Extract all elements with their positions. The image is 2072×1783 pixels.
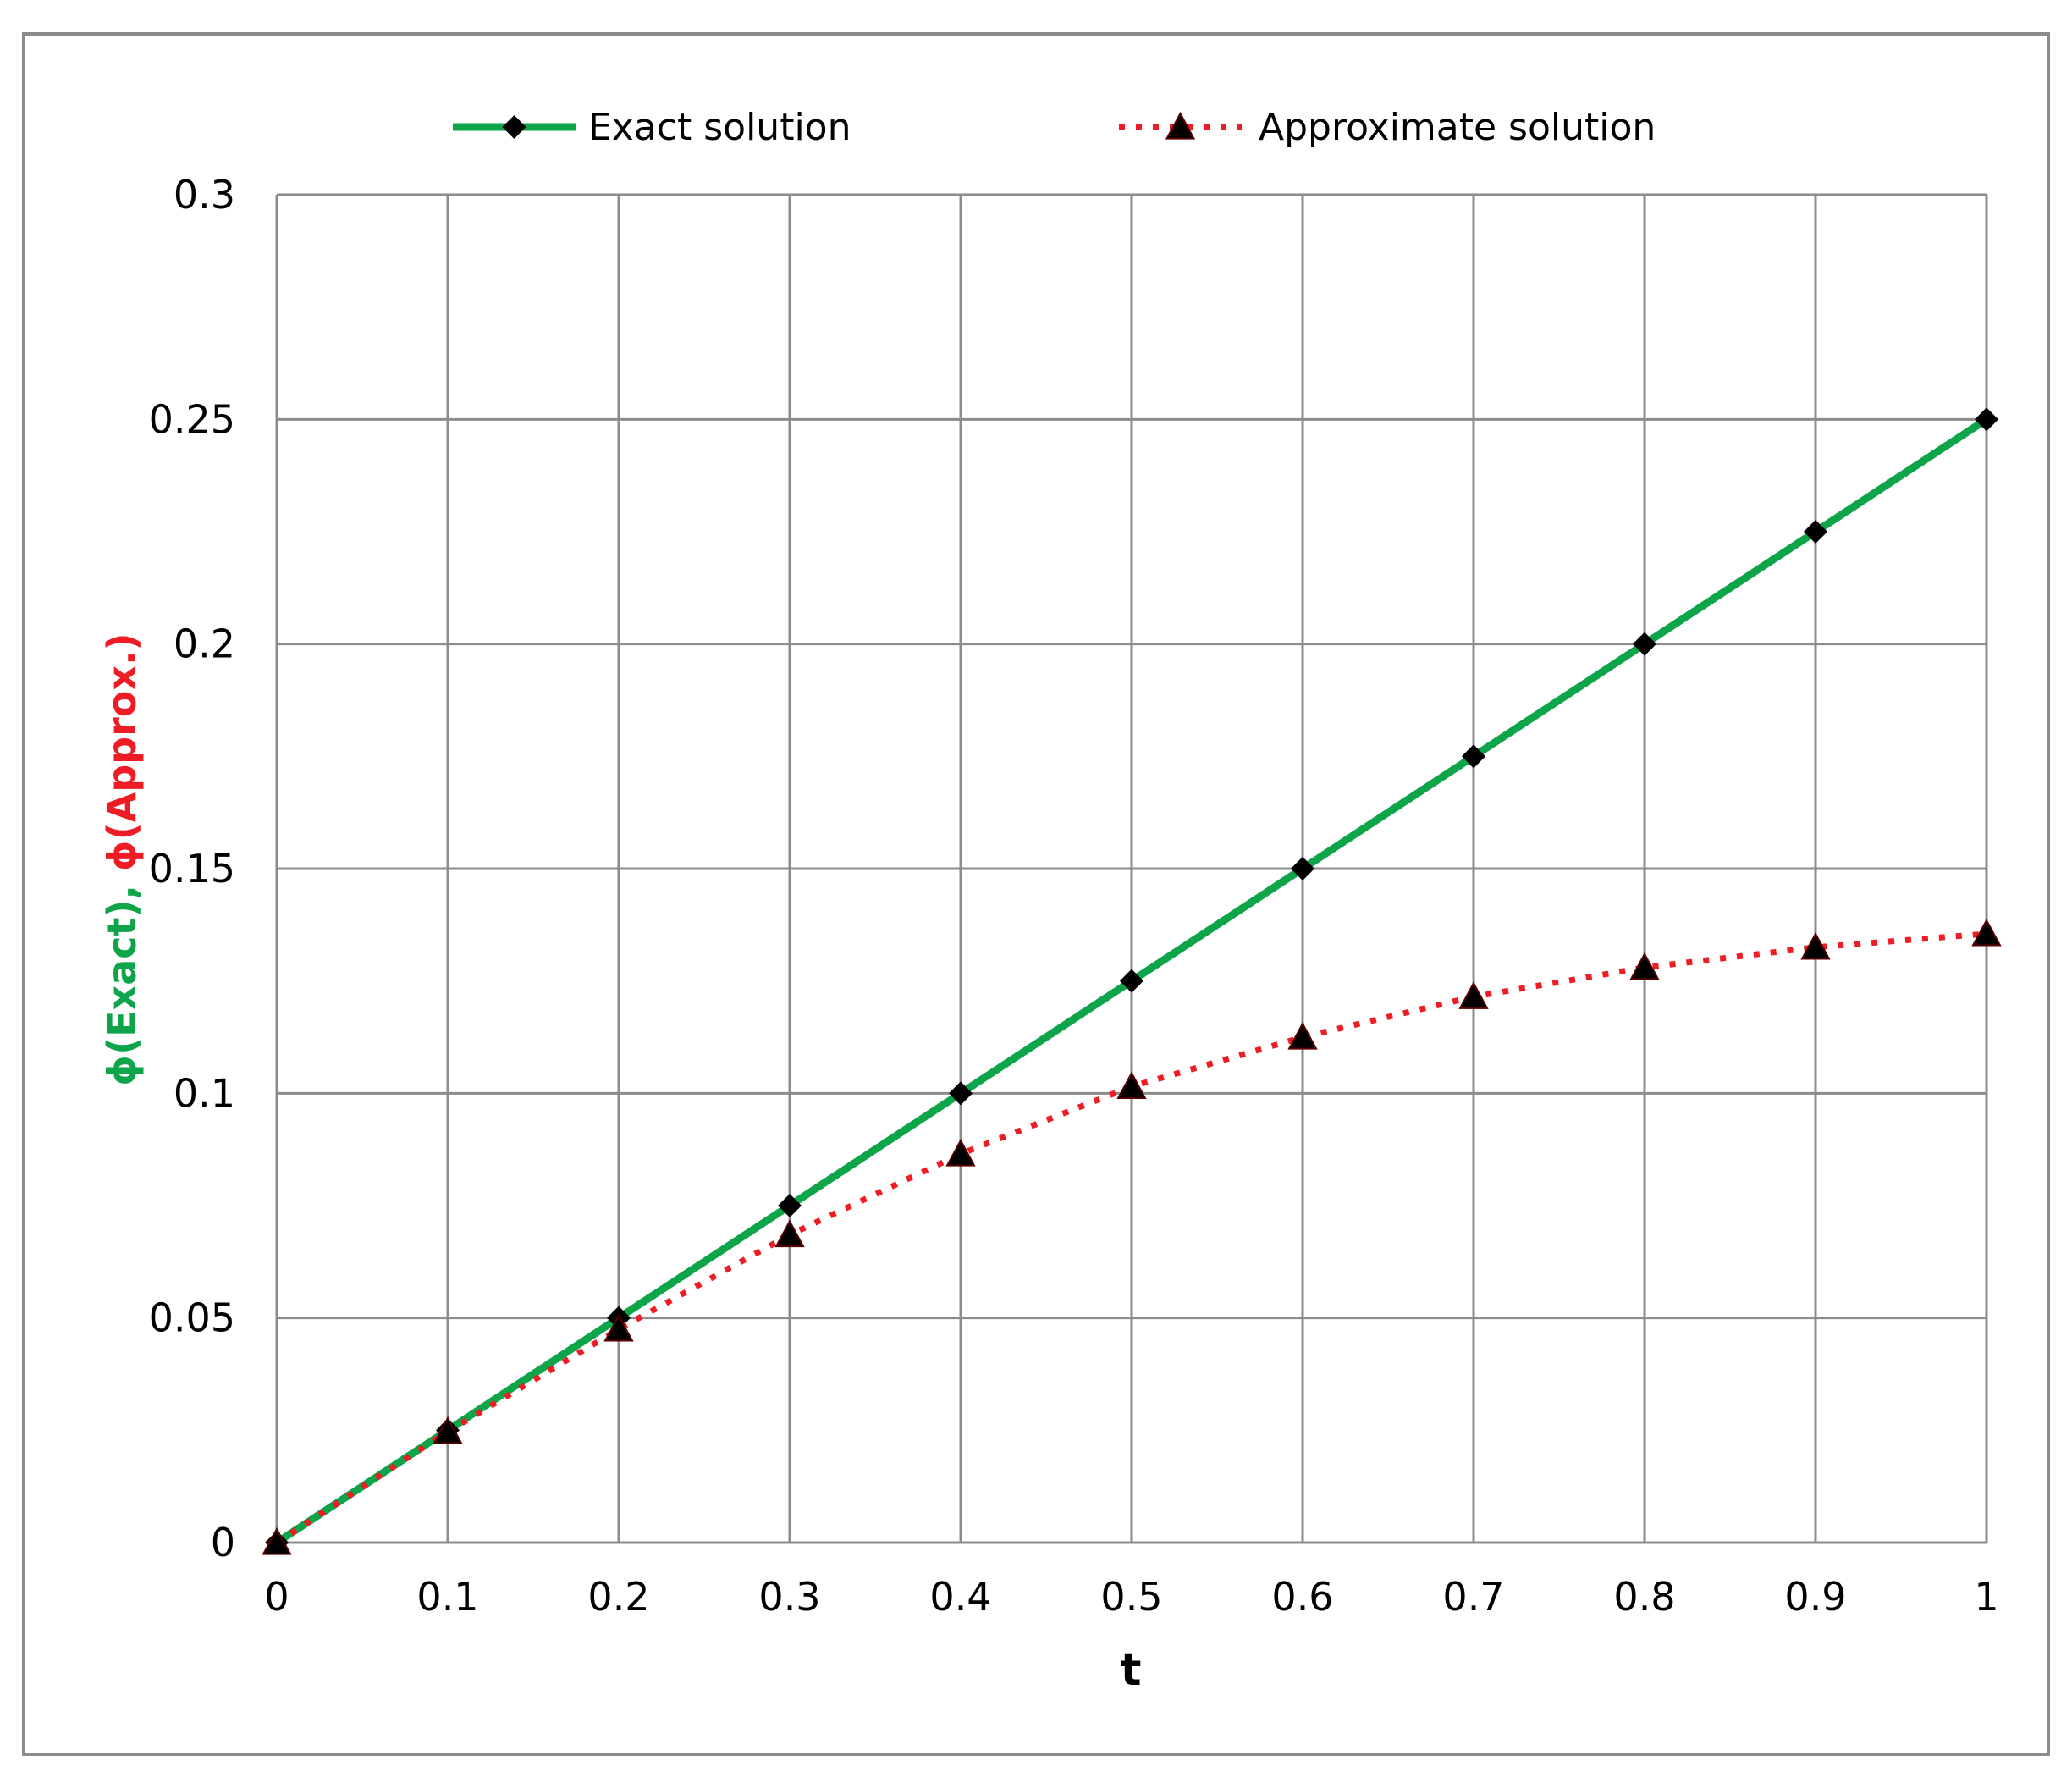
data-point bbox=[945, 1138, 976, 1167]
y-tick-label: 0.25 bbox=[149, 396, 235, 442]
y-axis-title: ϕ(Exact), ϕ(Approx.) bbox=[99, 632, 145, 1085]
data-point bbox=[603, 1313, 634, 1342]
legend-label: Approximate solution bbox=[1259, 106, 1656, 149]
y-tick-label: 0.1 bbox=[174, 1070, 235, 1116]
legend-item-0: Exact solution bbox=[453, 106, 851, 149]
data-point bbox=[1629, 952, 1660, 980]
legend-marker bbox=[1165, 111, 1196, 140]
x-axis-title: t bbox=[1121, 1645, 1142, 1696]
x-tick-label: 0.5 bbox=[1100, 1574, 1162, 1620]
x-tick-label: 0.1 bbox=[416, 1574, 478, 1620]
x-axis-ticks: 0 0.1 0.2 0.3 0.4 0.5 0.6 0.7 0.8 0.9 1 bbox=[264, 1574, 1998, 1620]
legend: Exact solution Approximate solution bbox=[453, 106, 1656, 149]
x-tick-label: 0.4 bbox=[929, 1574, 991, 1620]
y-axis-title-part-0: ϕ(Exact), bbox=[99, 885, 145, 1086]
y-tick-label: 0.2 bbox=[174, 621, 235, 667]
legend-item-1: Approximate solution bbox=[1119, 106, 1656, 149]
data-point bbox=[1971, 918, 2002, 947]
y-axis-ticks: 0 0.05 0.1 0.15 0.2 0.25 0.3 bbox=[149, 172, 235, 1565]
y-tick-label: 0.3 bbox=[174, 172, 235, 218]
x-tick-label: 0.2 bbox=[587, 1574, 649, 1620]
data-point bbox=[1804, 520, 1827, 544]
x-tick-label: 0.7 bbox=[1442, 1574, 1504, 1620]
x-tick-label: 0.9 bbox=[1784, 1574, 1846, 1620]
series-layer bbox=[262, 407, 2002, 1555]
y-tick-label: 0.15 bbox=[149, 846, 235, 892]
data-point bbox=[774, 1219, 805, 1248]
legend-marker bbox=[502, 115, 526, 139]
data-point bbox=[262, 1526, 292, 1555]
y-tick-label: 0.05 bbox=[149, 1295, 235, 1341]
data-point bbox=[1462, 744, 1485, 769]
data-point bbox=[778, 1194, 802, 1217]
data-point bbox=[433, 1416, 463, 1444]
x-tick-label: 0.6 bbox=[1271, 1574, 1333, 1620]
x-tick-label: 0.8 bbox=[1613, 1574, 1675, 1620]
data-point bbox=[949, 1081, 973, 1106]
legend-label: Exact solution bbox=[588, 106, 851, 149]
data-point bbox=[1116, 1071, 1147, 1099]
data-point bbox=[1120, 969, 1143, 993]
data-point bbox=[1287, 1021, 1318, 1050]
series-1 bbox=[262, 918, 2002, 1555]
data-point bbox=[1975, 407, 1998, 432]
y-tick-label: 0 bbox=[211, 1520, 235, 1565]
data-point bbox=[1291, 857, 1314, 880]
data-point bbox=[1800, 931, 1831, 960]
data-point bbox=[1633, 632, 1656, 656]
x-tick-label: 0.3 bbox=[758, 1574, 820, 1620]
x-tick-label: 1 bbox=[1974, 1574, 1998, 1620]
chart-frame bbox=[22, 32, 2050, 1756]
y-axis-title-part-1: ϕ(Approx.) bbox=[99, 632, 145, 885]
x-tick-label: 0 bbox=[264, 1574, 289, 1620]
data-point bbox=[1458, 981, 1489, 1009]
